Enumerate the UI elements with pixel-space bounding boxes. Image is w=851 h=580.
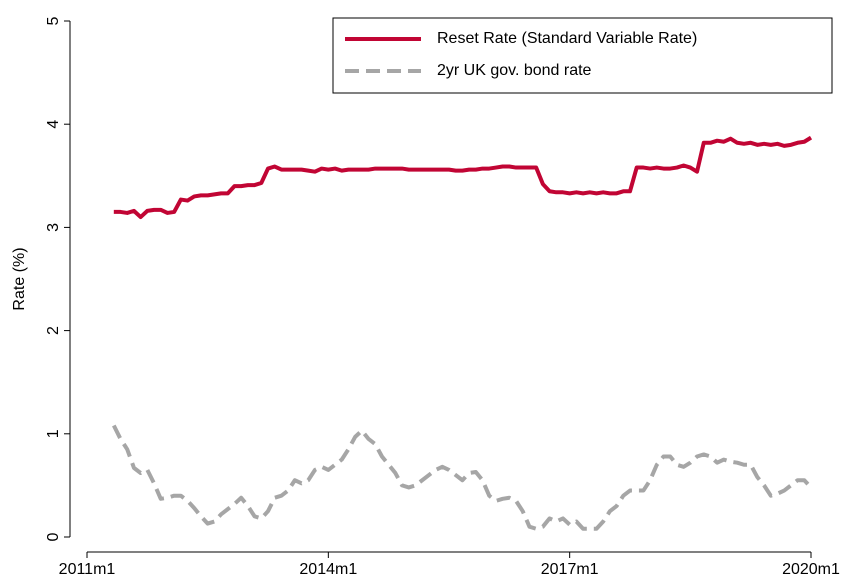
- y-axis-title: Rate (%): [11, 247, 28, 310]
- x-tick-label: 2017m1: [541, 561, 599, 578]
- y-tick-label: 3: [45, 223, 62, 232]
- y-tick-label: 4: [45, 120, 62, 129]
- y-tick-label: 0: [45, 532, 62, 541]
- y-tick-label: 1: [45, 429, 62, 438]
- x-tick-label: 2020m1: [782, 561, 840, 578]
- legend-box: [332, 17, 833, 94]
- x-tick-label: 2014m1: [299, 561, 357, 578]
- legend-label: Reset Rate (Standard Variable Rate): [437, 30, 697, 47]
- y-tick-label: 2: [45, 326, 62, 335]
- legend-label: 2yr UK gov. bond rate: [437, 62, 592, 79]
- series-line: [113, 135, 813, 220]
- y-tick-label: 5: [45, 16, 62, 25]
- x-tick-label: 2011m1: [59, 561, 116, 578]
- series-line: [112, 424, 813, 531]
